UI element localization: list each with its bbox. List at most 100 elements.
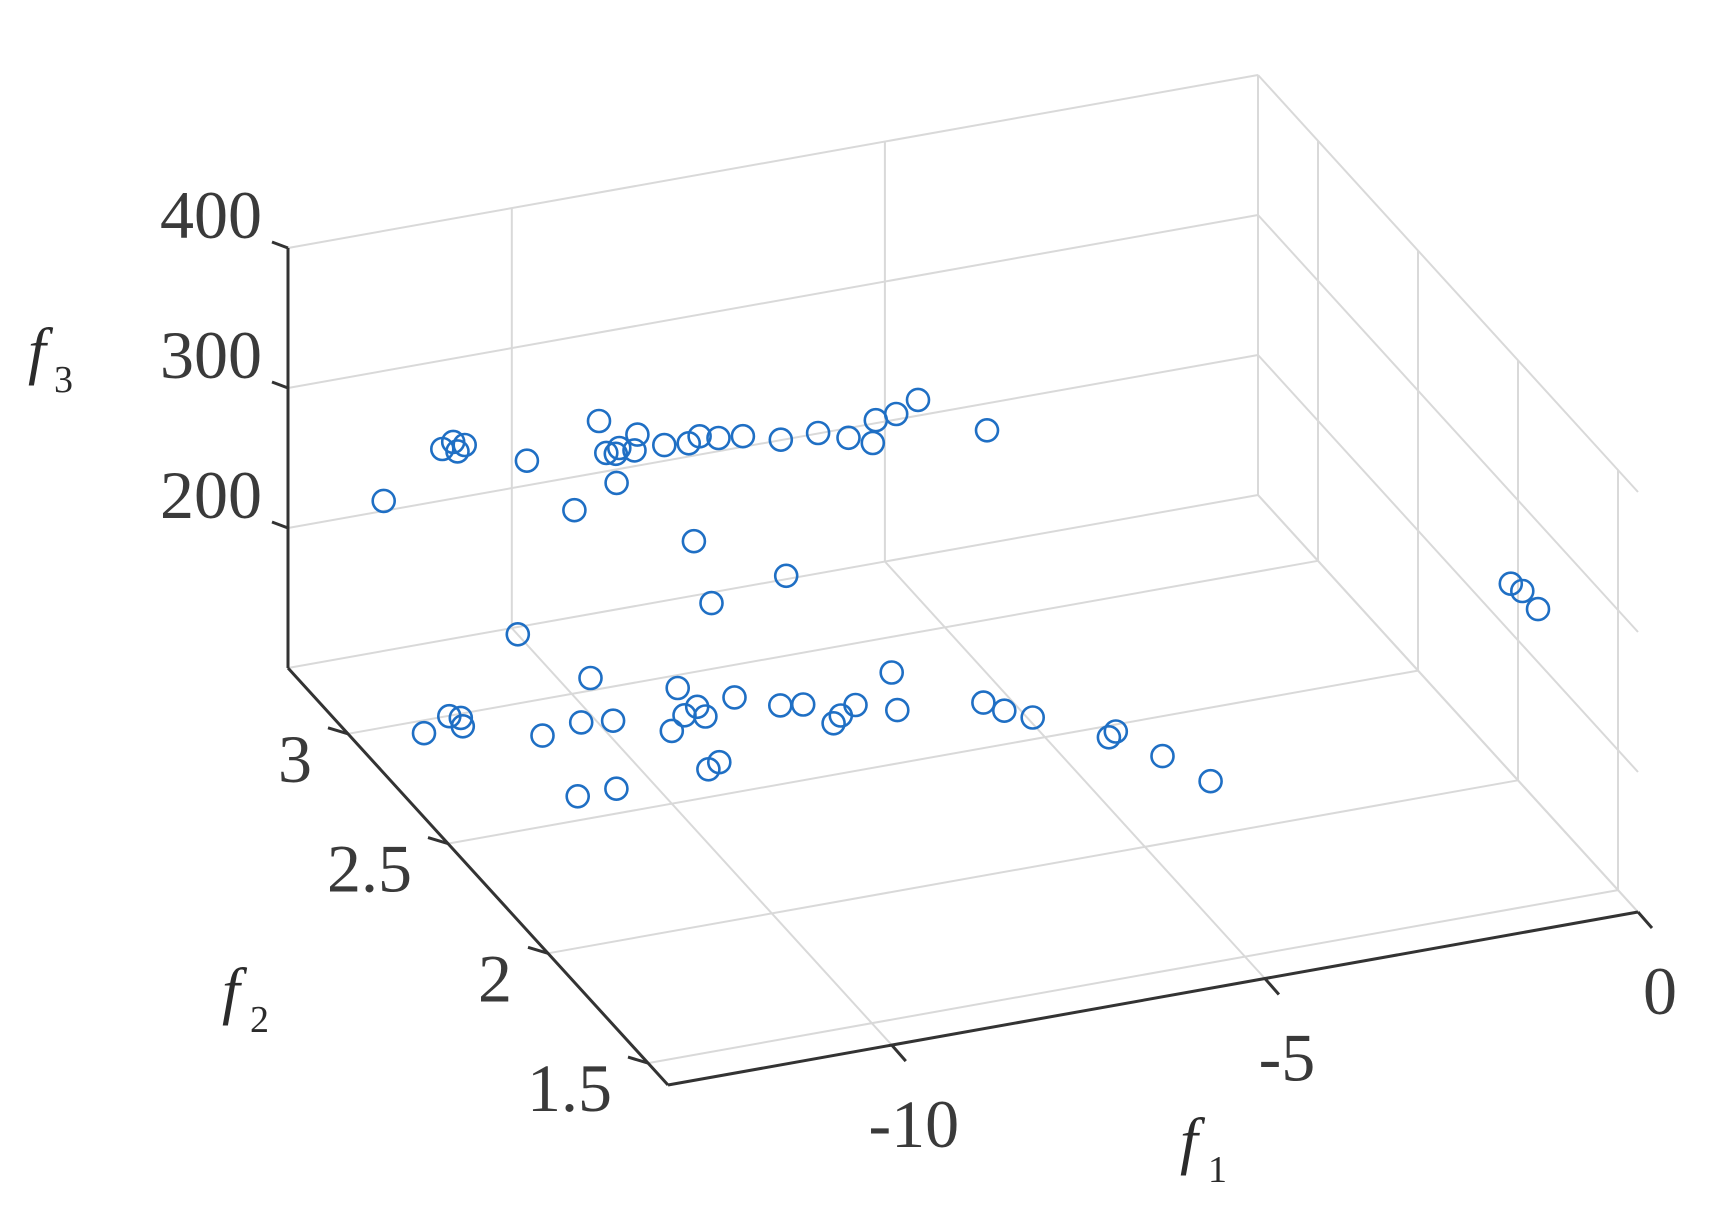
x-axis-line	[667, 910, 1639, 1087]
data-point	[1198, 768, 1223, 794]
data-point	[863, 407, 889, 433]
data-point	[706, 425, 731, 451]
back-wall-grid-line-z	[287, 354, 1259, 529]
data-point	[505, 621, 531, 647]
data-point	[681, 528, 707, 554]
data-points	[371, 387, 1551, 809]
data-point	[836, 425, 861, 451]
data-point	[530, 723, 555, 748]
axes	[271, 240, 1654, 1087]
y-tick-mark	[427, 836, 449, 846]
data-point	[991, 698, 1017, 724]
data-point	[860, 430, 886, 456]
data-point	[1096, 724, 1122, 750]
data-point	[706, 749, 732, 775]
x-tick-label: 0	[1643, 953, 1677, 1029]
svg-text:2: 2	[250, 999, 269, 1041]
data-point	[651, 432, 677, 458]
svg-text:f: f	[28, 315, 54, 386]
side-wall-edge	[1257, 494, 1639, 913]
x-axis-title: f 1	[1180, 1105, 1227, 1191]
data-point	[604, 776, 629, 802]
floor-grid-line-y	[347, 559, 1319, 735]
data-point	[730, 423, 756, 449]
svg-text:f: f	[222, 955, 248, 1026]
floor-grid-line-y	[547, 779, 1519, 955]
grid-lines	[287, 74, 1639, 1065]
data-point	[768, 427, 794, 453]
back-wall-grid-line-z	[287, 74, 1259, 249]
data-point	[971, 690, 996, 715]
data-point	[722, 685, 747, 710]
data-point	[1150, 743, 1175, 769]
floor-grid-line-y	[447, 669, 1419, 845]
data-point	[659, 718, 685, 744]
side-wall-grid-line-z	[1257, 354, 1639, 773]
data-point	[604, 470, 629, 496]
x-tick-label: -5	[1259, 1020, 1316, 1096]
data-point	[586, 408, 612, 434]
data-point	[974, 417, 1000, 443]
data-point	[843, 692, 868, 718]
data-point	[622, 438, 647, 463]
data-point	[1525, 596, 1551, 622]
data-point	[767, 693, 793, 718]
y-tick-label: 2	[478, 940, 512, 1016]
side-wall-grid-line-z	[1257, 74, 1639, 493]
data-point	[450, 713, 476, 739]
data-point	[411, 720, 437, 746]
z-tick-label: 300	[160, 317, 262, 393]
back-wall-edge	[287, 494, 1259, 669]
data-point	[593, 440, 619, 466]
data-point	[884, 697, 910, 723]
data-point	[805, 420, 831, 446]
data-point	[514, 448, 540, 474]
data-point	[828, 703, 854, 728]
floor-grid-line-y	[647, 889, 1619, 1065]
data-point	[448, 705, 474, 731]
y-tick-label: 1.5	[527, 1050, 612, 1126]
z-tick-label: 400	[160, 177, 262, 253]
data-point	[879, 660, 905, 685]
data-point	[568, 710, 594, 735]
data-point	[883, 401, 909, 427]
data-point	[625, 422, 650, 447]
data-point	[790, 692, 816, 717]
y-tick-label: 2.5	[327, 831, 412, 907]
floor-grid-line-x	[511, 627, 893, 1046]
svg-text:f: f	[1180, 1105, 1206, 1176]
back-wall-grid-line-z	[287, 214, 1259, 389]
data-point	[665, 675, 691, 701]
x-tick-mark	[890, 1044, 907, 1063]
y-tick-mark	[627, 1055, 649, 1065]
data-point	[371, 488, 397, 514]
y-axis-line	[286, 666, 670, 1087]
data-point	[600, 708, 626, 734]
z-tick-label: 200	[160, 457, 262, 533]
data-point	[693, 704, 718, 729]
data-point	[687, 423, 712, 449]
floor-grid-line-x	[884, 560, 1266, 980]
z-tick-mark	[271, 520, 289, 530]
data-point	[821, 710, 846, 736]
data-point	[905, 387, 931, 413]
data-point	[1020, 705, 1045, 730]
data-point	[565, 783, 591, 809]
x-tick-mark	[1263, 977, 1281, 996]
data-point	[440, 429, 466, 455]
data-point	[773, 563, 799, 589]
data-point	[452, 432, 478, 458]
svg-text:1: 1	[1208, 1149, 1227, 1191]
y-tick-label: 3	[278, 721, 312, 797]
y-axis-title: f 2	[222, 955, 269, 1041]
side-wall-grid-line-z	[1257, 214, 1639, 633]
z-tick-mark	[271, 380, 289, 390]
data-point	[1103, 719, 1129, 744]
data-point	[606, 435, 632, 461]
y-tick-mark	[327, 726, 349, 736]
data-point	[578, 665, 603, 691]
svg-text:3: 3	[54, 359, 73, 401]
x-tick-mark	[1636, 911, 1654, 929]
